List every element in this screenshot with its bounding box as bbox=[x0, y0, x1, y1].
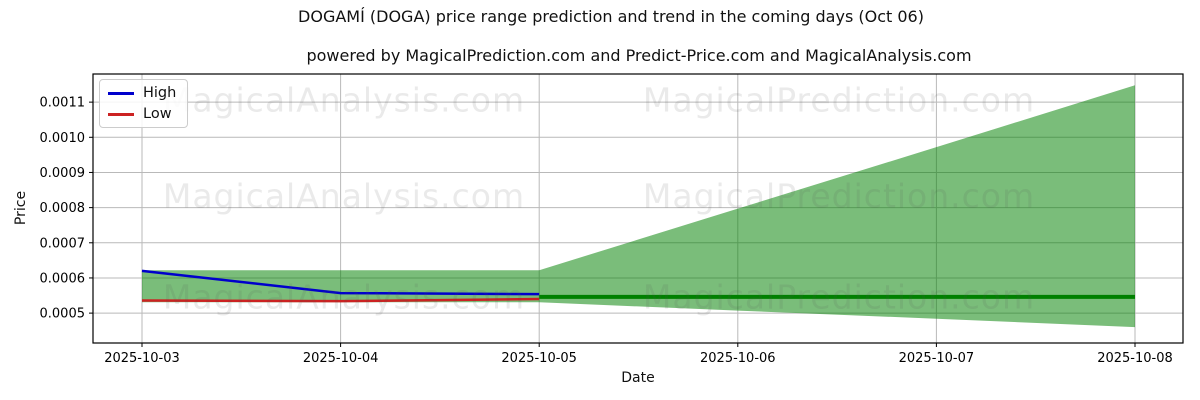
y-tick-label: 0.0011 bbox=[40, 96, 86, 111]
watermark-analysis: MagicalAnalysis.com bbox=[162, 176, 526, 216]
y-tick-label: 0.0010 bbox=[40, 131, 86, 146]
legend-line-sample-high bbox=[108, 91, 134, 95]
watermark-prediction: MagicalPrediction.com bbox=[642, 80, 1036, 120]
y-tick-label: 0.0007 bbox=[40, 236, 86, 251]
x-tick-label: 2025-10-04 bbox=[303, 351, 379, 366]
x-tick-label: 2025-10-05 bbox=[501, 351, 577, 366]
watermark-analysis: MagicalAnalysis.com bbox=[162, 80, 526, 120]
legend-line-sample-low bbox=[108, 112, 134, 116]
y-tick-label: 0.0005 bbox=[40, 307, 86, 322]
x-tick-label: 2025-10-08 bbox=[1097, 351, 1173, 366]
x-tick-label: 2025-10-03 bbox=[104, 351, 180, 366]
x-tick-label: 2025-10-07 bbox=[899, 351, 975, 366]
prediction-band bbox=[142, 85, 1135, 328]
watermark-prediction: MagicalPrediction.com bbox=[642, 176, 1036, 216]
watermark-prediction: MagicalPrediction.com bbox=[642, 277, 1036, 317]
chart-subtitle: powered by MagicalPrediction.com and Pre… bbox=[306, 46, 972, 65]
watermark-analysis: MagicalAnalysis.com bbox=[162, 277, 526, 317]
legend-item-low: Low bbox=[108, 106, 176, 122]
legend-item-high: High bbox=[108, 85, 176, 101]
series-line-low bbox=[141, 297, 540, 303]
axes-border bbox=[92, 73, 1184, 344]
legend-label-low: Low bbox=[143, 106, 172, 122]
chart-title: DOGAMÍ (DOGA) price range prediction and… bbox=[298, 7, 924, 26]
legend-label-high: High bbox=[143, 85, 177, 101]
y-tick-label: 0.0009 bbox=[40, 166, 86, 181]
legend: High Low bbox=[99, 79, 189, 128]
series-line-high bbox=[141, 269, 540, 296]
x-tick-label: 2025-10-06 bbox=[700, 351, 776, 366]
x-axis-label: Date bbox=[621, 370, 655, 386]
y-tick-label: 0.0008 bbox=[40, 201, 86, 216]
y-tick-label: 0.0006 bbox=[40, 271, 86, 286]
